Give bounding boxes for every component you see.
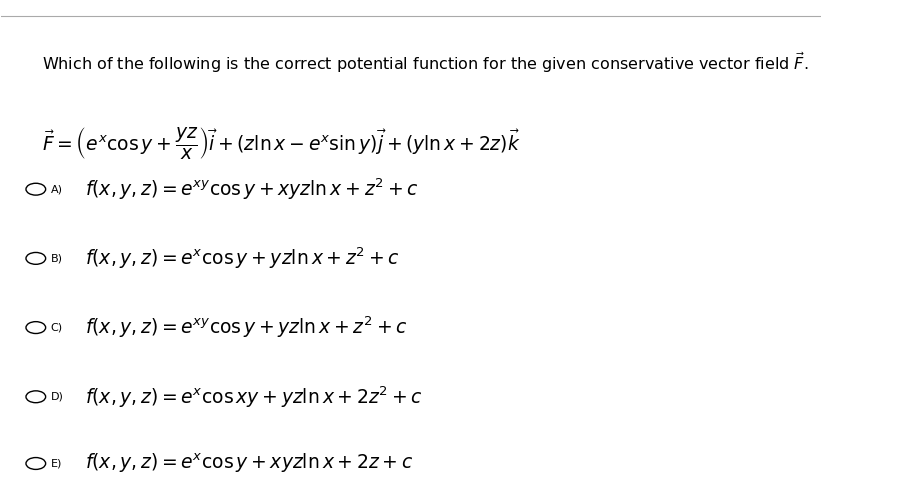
Text: $f(x, y, z) = e^{xy} \cos y + yz\ln x + z^2 + c$: $f(x, y, z) = e^{xy} \cos y + yz\ln x + … [85, 315, 407, 340]
Text: $f(x, y, z) = e^{xy} \cos y + xyz\ln x + z^2 + c$: $f(x, y, z) = e^{xy} \cos y + xyz\ln x +… [85, 176, 419, 202]
Text: A): A) [50, 184, 62, 194]
Text: E): E) [50, 459, 62, 469]
Text: $f(x, y, z) = e^{x} \cos xy + yz\ln x + 2z^2 + c$: $f(x, y, z) = e^{x} \cos xy + yz\ln x + … [85, 384, 423, 410]
Text: C): C) [50, 323, 63, 332]
Text: B): B) [50, 253, 62, 263]
Text: $\vec{F} = \left(e^x \cos y + \dfrac{yz}{x}\right)\vec{i} + (z\ln x - e^x \sin y: $\vec{F} = \left(e^x \cos y + \dfrac{yz}… [42, 125, 521, 161]
Text: D): D) [50, 392, 63, 402]
Text: $f(x, y, z) = e^{x} \cos y + yz\ln x + z^2 + c$: $f(x, y, z) = e^{x} \cos y + yz\ln x + z… [85, 246, 400, 271]
Text: $f(x, y, z) = e^{x} \cos y + xyz\ln x + 2z + c$: $f(x, y, z) = e^{x} \cos y + xyz\ln x + … [85, 452, 413, 475]
Text: Which of the following is the correct potential function for the given conservat: Which of the following is the correct po… [42, 51, 809, 75]
